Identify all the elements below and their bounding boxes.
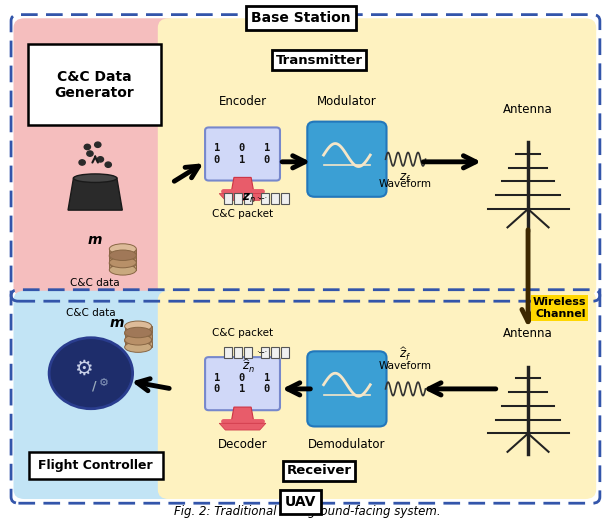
Text: $\boldsymbol{z}_n$: $\boldsymbol{z}_n$ <box>242 192 255 205</box>
FancyBboxPatch shape <box>14 18 178 296</box>
FancyBboxPatch shape <box>158 291 596 499</box>
Text: $\widehat{z}_n$: $\widehat{z}_n$ <box>242 358 255 375</box>
FancyBboxPatch shape <box>29 452 163 479</box>
Ellipse shape <box>125 328 152 339</box>
Circle shape <box>87 151 93 156</box>
Text: ⚙: ⚙ <box>99 377 109 388</box>
Text: C&C Data
Generator: C&C Data Generator <box>55 70 134 100</box>
Text: /: / <box>91 380 96 393</box>
Text: 1   0   1
0   1   0: 1 0 1 0 1 0 <box>214 143 271 165</box>
Polygon shape <box>109 264 136 270</box>
FancyBboxPatch shape <box>225 347 233 358</box>
Ellipse shape <box>125 336 152 346</box>
Circle shape <box>84 144 90 150</box>
FancyBboxPatch shape <box>307 122 387 197</box>
Text: Waveform: Waveform <box>379 179 432 189</box>
Text: C&C packet: C&C packet <box>212 328 273 338</box>
Ellipse shape <box>109 257 136 268</box>
FancyBboxPatch shape <box>14 291 178 499</box>
Text: Receiver: Receiver <box>287 465 352 477</box>
Ellipse shape <box>109 265 136 275</box>
Polygon shape <box>125 334 152 340</box>
Ellipse shape <box>125 327 152 338</box>
Text: $\boldsymbol{m}$: $\boldsymbol{m}$ <box>87 233 103 247</box>
Polygon shape <box>231 177 254 191</box>
Circle shape <box>95 142 101 147</box>
Polygon shape <box>125 341 152 347</box>
FancyBboxPatch shape <box>261 193 269 204</box>
Text: Waveform: Waveform <box>379 361 432 371</box>
Ellipse shape <box>109 250 136 260</box>
Polygon shape <box>109 249 136 255</box>
Text: Base Station: Base Station <box>251 11 351 25</box>
Text: ·--·: ·--· <box>257 194 268 203</box>
Text: Transmitter: Transmitter <box>276 54 363 66</box>
Ellipse shape <box>109 244 136 254</box>
FancyBboxPatch shape <box>281 347 289 358</box>
Text: $z_f$: $z_f$ <box>399 172 411 185</box>
Text: Modulator: Modulator <box>317 95 377 108</box>
Text: Demodulator: Demodulator <box>308 438 386 452</box>
Circle shape <box>105 162 111 168</box>
Polygon shape <box>68 178 122 210</box>
Text: ·--·: ·--· <box>257 348 268 357</box>
Text: C&C data: C&C data <box>66 309 115 318</box>
FancyBboxPatch shape <box>205 127 280 181</box>
FancyBboxPatch shape <box>271 347 279 358</box>
Text: C&C data: C&C data <box>71 278 120 288</box>
Polygon shape <box>125 326 152 333</box>
FancyBboxPatch shape <box>28 44 161 125</box>
FancyBboxPatch shape <box>225 193 233 204</box>
FancyBboxPatch shape <box>205 357 280 410</box>
Circle shape <box>97 157 104 162</box>
Text: Fig. 2: Traditional UAV ground-facing system.: Fig. 2: Traditional UAV ground-facing sy… <box>174 505 440 518</box>
FancyBboxPatch shape <box>244 347 252 358</box>
Polygon shape <box>109 256 136 263</box>
Text: $\boldsymbol{m}$: $\boldsymbol{m}$ <box>109 316 125 330</box>
Ellipse shape <box>125 342 152 352</box>
Ellipse shape <box>125 335 152 345</box>
FancyBboxPatch shape <box>271 193 279 204</box>
FancyBboxPatch shape <box>281 193 289 204</box>
Ellipse shape <box>74 174 117 183</box>
Text: UAV: UAV <box>285 495 317 509</box>
Circle shape <box>79 160 85 165</box>
Ellipse shape <box>109 251 136 262</box>
Text: $\widehat{z}_f$: $\widehat{z}_f$ <box>399 346 411 363</box>
Ellipse shape <box>125 321 152 331</box>
Ellipse shape <box>109 258 136 269</box>
Text: Flight Controller: Flight Controller <box>39 459 153 471</box>
Text: C&C packet: C&C packet <box>212 209 273 219</box>
FancyBboxPatch shape <box>244 193 252 204</box>
FancyBboxPatch shape <box>307 351 387 426</box>
Circle shape <box>49 338 133 409</box>
Text: Wireless
Channel: Wireless Channel <box>533 297 586 319</box>
Text: ⚙: ⚙ <box>74 359 93 379</box>
Text: Antenna: Antenna <box>503 103 553 116</box>
FancyBboxPatch shape <box>158 18 596 296</box>
Text: Decoder: Decoder <box>218 438 267 452</box>
FancyBboxPatch shape <box>261 347 269 358</box>
Text: Antenna: Antenna <box>503 327 553 340</box>
Polygon shape <box>231 407 254 421</box>
FancyBboxPatch shape <box>235 347 243 358</box>
FancyBboxPatch shape <box>235 193 243 204</box>
Polygon shape <box>219 423 266 430</box>
Text: 1   0   1
0   1   0: 1 0 1 0 1 0 <box>214 373 271 395</box>
Polygon shape <box>219 194 266 200</box>
Text: Encoder: Encoder <box>219 95 266 108</box>
